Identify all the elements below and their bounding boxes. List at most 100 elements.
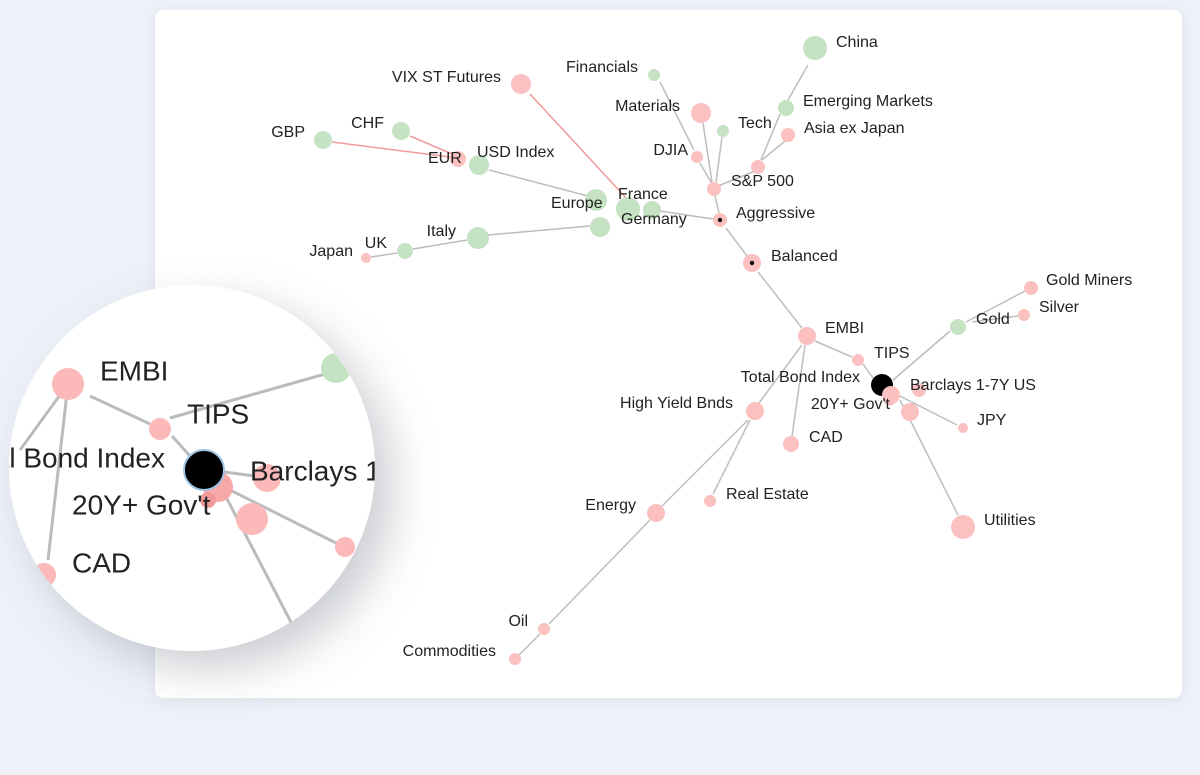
node-label: Energy: [585, 497, 636, 514]
edge: [529, 93, 629, 201]
node[interactable]: [397, 243, 413, 259]
node[interactable]: [616, 197, 640, 221]
node-label: CAD: [809, 429, 843, 446]
node[interactable]: [647, 504, 665, 522]
edge: [659, 210, 714, 220]
edge: [712, 419, 751, 495]
node-label: CHF: [351, 115, 384, 132]
node[interactable]: [1024, 281, 1038, 295]
node[interactable]: [950, 319, 966, 335]
node[interactable]: [511, 74, 531, 94]
node: [901, 403, 919, 421]
edge: [717, 170, 756, 187]
zoom-label: CAD: [72, 547, 131, 578]
node[interactable]: [450, 151, 466, 167]
node[interactable]: [958, 423, 968, 433]
node-label: EMBI: [825, 320, 864, 337]
node[interactable]: [783, 436, 799, 452]
node[interactable]: [852, 354, 864, 366]
node[interactable]: [643, 201, 661, 219]
node-label: UK: [365, 235, 388, 252]
edge: [971, 315, 1019, 323]
edge: [761, 140, 786, 161]
node[interactable]: [1018, 309, 1030, 321]
node-label: Gold: [976, 311, 1010, 328]
node[interactable]: [781, 128, 795, 142]
edge: [699, 162, 713, 185]
edge: [409, 135, 453, 155]
node-dot: [717, 217, 723, 223]
edge: [891, 391, 958, 426]
node-label: High Yield Bnds: [620, 395, 733, 412]
node[interactable]: [691, 151, 703, 163]
node-label: Emerging Markets: [803, 93, 933, 110]
edge: [412, 239, 468, 250]
zoom-label: 20Y+ Gov't: [72, 489, 211, 520]
node-label: JPY: [977, 412, 1007, 429]
node-dot: [749, 260, 755, 266]
node[interactable]: [538, 623, 550, 635]
node[interactable]: [585, 189, 607, 211]
node[interactable]: [798, 327, 816, 345]
node-label: Tech: [738, 115, 772, 132]
edge: [758, 344, 803, 404]
node-label: Japan: [309, 243, 353, 260]
node-label: Europe: [551, 195, 603, 212]
node[interactable]: [912, 383, 926, 397]
node-label: TIPS: [874, 345, 910, 362]
node[interactable]: [469, 155, 489, 175]
edge: [488, 169, 589, 197]
edge: [892, 330, 951, 381]
edge: [814, 340, 853, 358]
node-label: Financials: [566, 59, 638, 76]
node[interactable]: [803, 36, 827, 60]
node[interactable]: [882, 386, 900, 404]
node-label: Commodities: [403, 643, 496, 660]
node-label: Barclays 1-7Y US: [910, 377, 1036, 394]
edge: [548, 519, 651, 625]
node[interactable]: [951, 515, 975, 539]
node[interactable]: [691, 103, 711, 123]
node[interactable]: [746, 402, 764, 420]
labels: China Emerging Markets Asia ex Japan Financ…: [271, 34, 1132, 660]
node[interactable]: [467, 227, 489, 249]
edge: [791, 344, 806, 437]
zoom-label: Total Bond Index: [0, 442, 165, 473]
edge: [487, 225, 591, 236]
node-label: Silver: [1039, 299, 1080, 316]
graph-card: [155, 10, 1182, 698]
node[interactable]: [392, 122, 410, 140]
edge: [715, 136, 723, 183]
node[interactable]: [717, 125, 729, 137]
nodes[interactable]: [314, 36, 1038, 665]
node[interactable]: [648, 69, 660, 81]
edge: [518, 633, 541, 656]
edge: [331, 141, 451, 158]
edge: [787, 64, 809, 101]
node-label: China: [836, 34, 878, 51]
edge: [760, 113, 781, 161]
edge: [725, 227, 748, 257]
node[interactable]: [361, 253, 371, 263]
edge: [965, 290, 1026, 323]
node: [751, 160, 765, 174]
node[interactable]: [707, 182, 721, 196]
node: [590, 217, 610, 237]
node-label: S&P 500: [731, 173, 794, 190]
edge: [661, 419, 749, 507]
node-label: Total Bond Index: [741, 369, 860, 386]
node[interactable]: [704, 495, 716, 507]
node[interactable]: [778, 100, 794, 116]
edge: [757, 271, 803, 329]
zoom-label: EMBI: [100, 355, 168, 386]
node-label: France: [618, 186, 668, 203]
node-label: DJIA: [653, 142, 688, 159]
node[interactable]: [509, 653, 521, 665]
node-label: Balanced: [771, 248, 838, 265]
node-label: Oil: [508, 613, 528, 630]
node-label: Utilities: [984, 512, 1036, 529]
node-label: GBP: [271, 124, 305, 141]
edges: [331, 64, 1026, 656]
zoom-label: TIPS: [187, 398, 249, 429]
node[interactable]: [314, 131, 332, 149]
